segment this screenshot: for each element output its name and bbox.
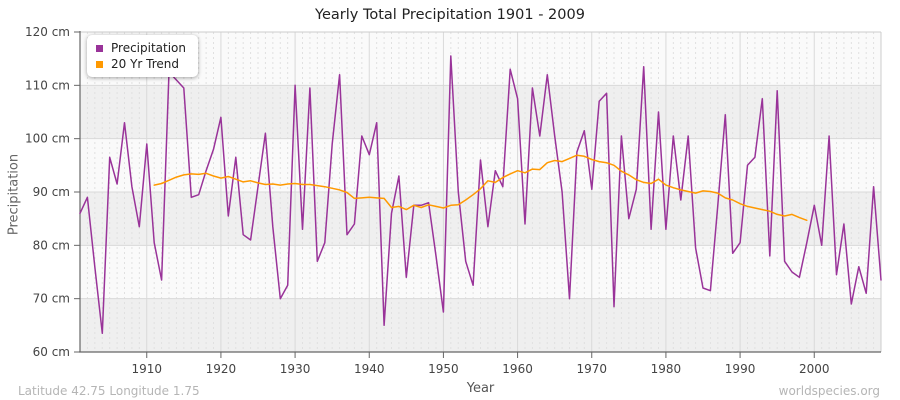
x-tick-label: 1970 bbox=[576, 362, 607, 376]
x-axis-title: Year bbox=[466, 381, 495, 396]
y-tick-label: 80 cm bbox=[33, 238, 70, 252]
x-tick-label: 1960 bbox=[502, 362, 533, 376]
legend: Precipitation 20 Yr Trend bbox=[87, 35, 199, 77]
x-tick-label: 2000 bbox=[799, 362, 830, 376]
x-tick-label: 1920 bbox=[206, 362, 237, 376]
footer-watermark: worldspecies.org bbox=[778, 384, 880, 398]
trend-line bbox=[153, 154, 808, 222]
y-tick-label: 90 cm bbox=[33, 185, 70, 199]
y-tick-label: 110 cm bbox=[25, 78, 70, 92]
precipitation-line bbox=[79, 55, 882, 335]
legend-label: Precipitation bbox=[111, 41, 187, 55]
x-tick-label: 1950 bbox=[428, 362, 459, 376]
chart-title: Yearly Total Precipitation 1901 - 2009 bbox=[315, 7, 585, 23]
y-tick-label: 120 cm bbox=[25, 25, 70, 39]
precipitation-swatch-icon bbox=[96, 44, 103, 52]
x-tick-label: 1980 bbox=[651, 362, 682, 376]
x-tick-label: 1940 bbox=[354, 362, 385, 376]
x-tick-label: 1910 bbox=[131, 362, 162, 376]
x-tick-label: 1930 bbox=[280, 362, 311, 376]
y-tick-label: 60 cm bbox=[33, 345, 70, 359]
trend-swatch-icon bbox=[96, 60, 103, 68]
footer-coordinates: Latitude 42.75 Longitude 1.75 bbox=[18, 384, 200, 398]
x-tick-label: 1990 bbox=[725, 362, 756, 376]
legend-label: 20 Yr Trend bbox=[111, 57, 180, 71]
legend-item-precipitation: Precipitation bbox=[96, 40, 186, 56]
legend-item-trend: 20 Yr Trend bbox=[96, 56, 186, 72]
y-tick-label: 100 cm bbox=[25, 132, 70, 146]
y-tick-label: 70 cm bbox=[33, 292, 70, 306]
y-axis-title: Precipitation bbox=[6, 153, 22, 236]
